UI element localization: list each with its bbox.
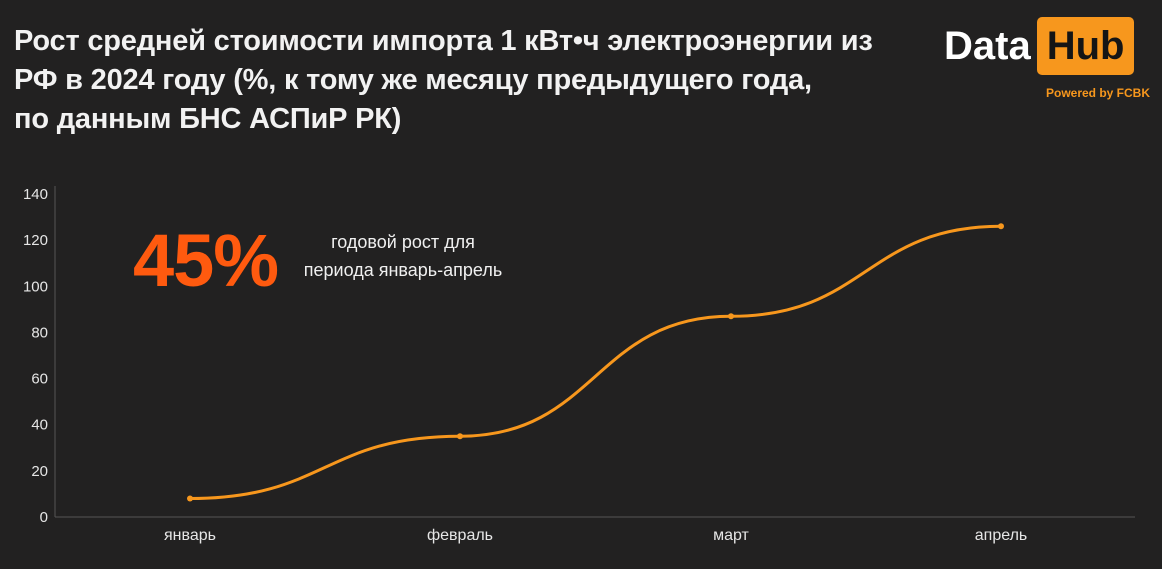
data-point [998,223,1004,230]
y-tick-label: 40 [31,417,48,434]
title-line-1: Рост средней стоимости импорта 1 кВт•ч э… [14,25,873,57]
series-layer [187,223,1004,502]
datahub-logo: Data Hub [944,16,1135,76]
y-tick-label: 120 [23,232,48,249]
logo-data-text: Data [944,23,1031,68]
callout-note: годовой рост для периода январь-апрель [303,232,503,280]
y-tick-label: 20 [31,463,48,480]
x-axis: январь февраль март апрель [55,516,1135,544]
logo-hub-badge: Hub [1036,17,1135,75]
chart-title: Рост средней стоимости импорта 1 кВт•ч э… [14,22,914,139]
x-tick-label: март [713,527,749,544]
x-tick-label: апрель [975,527,1028,544]
x-tick-label: февраль [427,527,493,544]
data-point [457,433,463,440]
title-line-2: РФ в 2024 году (%, к тому же месяцу пред… [14,64,812,96]
series-line [188,224,1003,501]
callout-value: 45% [133,219,279,302]
data-point [728,313,734,320]
y-tick-label: 100 [23,278,48,295]
y-tick-label: 0 [40,509,48,526]
y-tick-label: 60 [31,371,48,388]
powered-by-label: Powered by FCBK [1045,86,1150,100]
x-tick-label: январь [164,527,216,544]
y-axis: 0 20 40 60 80 100 120 140 [23,186,56,526]
y-tick-label: 80 [31,324,48,341]
data-point [187,495,193,502]
title-line-3: по данным БНС АСПиР РК) [14,103,402,135]
y-tick-label: 140 [23,186,48,203]
